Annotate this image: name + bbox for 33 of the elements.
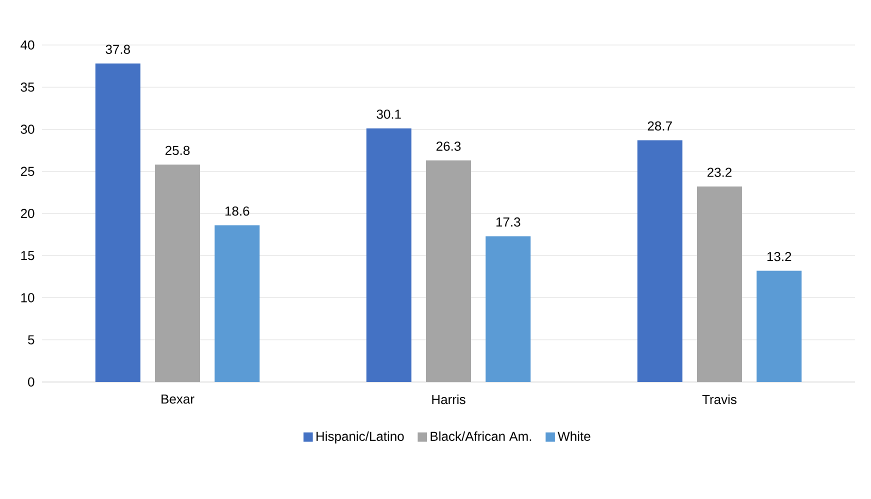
data-label: 18.6 [225, 206, 250, 216]
data-label: 28.7 [648, 121, 672, 131]
x-tick-label: Travis [702, 394, 736, 404]
bar [486, 236, 531, 382]
data-label: 13.2 [767, 252, 792, 262]
data-label: 17.3 [496, 217, 520, 227]
bar [155, 164, 200, 382]
data-label: 26.3 [436, 142, 461, 151]
x-tick-label: Harris [432, 394, 466, 404]
legend-label: Hispanic/Latino [316, 431, 404, 444]
bar [214, 225, 260, 382]
bar [366, 128, 412, 382]
data-label: 25.8 [166, 146, 190, 156]
data-label: 30.1 [376, 110, 401, 119]
bar [637, 140, 682, 382]
y-tick-label: 15 [21, 251, 34, 260]
y-tick-label: 25 [20, 166, 34, 176]
bar [95, 64, 140, 382]
y-tick-label: 35 [20, 82, 34, 92]
y-tick-label: 5 [28, 335, 34, 344]
legend-label: White [558, 431, 590, 441]
bar [697, 186, 742, 382]
y-tick-label: 30 [20, 124, 34, 134]
data-label: 37.8 [106, 44, 130, 54]
y-tick-label: 10 [21, 293, 34, 302]
bar [426, 160, 471, 382]
bar [756, 270, 802, 382]
data-label: 23.2 [707, 168, 732, 177]
y-tick-label: 40 [20, 40, 34, 50]
legend-label: Black/African Am. [430, 431, 532, 441]
x-tick-label: Bexar [162, 394, 194, 404]
y-tick-label: 20 [20, 208, 34, 218]
y-tick-label: 0 [28, 377, 34, 387]
